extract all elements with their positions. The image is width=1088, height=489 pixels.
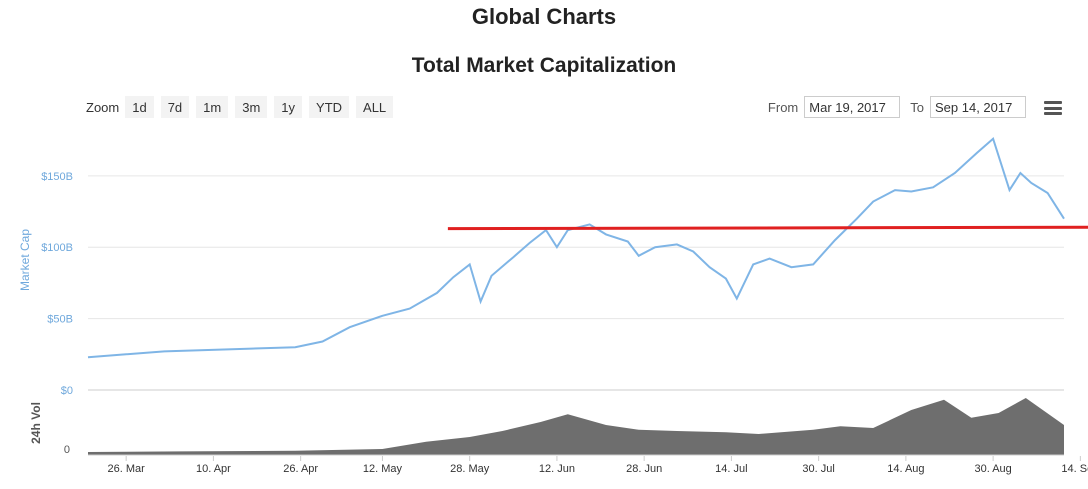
hamburger-menu-icon[interactable] xyxy=(1044,101,1062,115)
range-all-button[interactable]: ALL xyxy=(356,96,394,118)
to-label: To xyxy=(910,99,924,115)
range-7d-button[interactable]: 7d xyxy=(160,96,190,118)
x-tick-label: 10. Apr xyxy=(196,463,231,475)
to-date-input[interactable] xyxy=(930,96,1026,118)
x-tick-label: 26. Mar xyxy=(108,463,146,475)
x-tick-label: 30. Aug xyxy=(974,463,1011,475)
range-1m-button[interactable]: 1m xyxy=(196,96,229,118)
x-tick-label: 28. May xyxy=(450,463,490,475)
range-3m-button[interactable]: 3m xyxy=(235,96,268,118)
volume-area xyxy=(88,398,1064,456)
zoom-toolbar: Zoom 1d 7d 1m 3m 1y YTD ALL xyxy=(86,96,400,118)
date-range-selector: From To xyxy=(768,96,1026,118)
x-tick-label: 12. May xyxy=(363,463,403,475)
y-tick-label: $50B xyxy=(47,314,73,326)
zoom-label: Zoom xyxy=(86,99,120,115)
x-tick-label: 30. Jul xyxy=(802,463,834,475)
annotation-layer xyxy=(447,225,1088,231)
chart-title: Total Market Capitalization xyxy=(411,54,677,77)
grid-lines xyxy=(88,175,1064,391)
range-1y-button[interactable]: 1y xyxy=(274,96,303,118)
y-tick-label: $0 xyxy=(61,385,73,397)
x-tick-label: 26. Apr xyxy=(283,463,318,475)
red-annotation-line xyxy=(447,225,1088,231)
y-tick-label: $100B xyxy=(41,242,73,254)
x-axis-ticks: 26. Mar 10. Apr 26. Apr 12. May 28. May 12. J… xyxy=(108,456,1088,475)
y-axis-ticks: $0 $50B $100B $150B xyxy=(41,171,73,397)
page-title: Global Charts xyxy=(471,4,617,29)
x-tick-label: 28. Jun xyxy=(626,463,662,475)
x-tick-label: 14. Sep xyxy=(1061,463,1088,475)
market-cap-series xyxy=(87,136,1065,359)
volume-zero-tick: 0 xyxy=(64,444,70,456)
from-label: From xyxy=(767,99,799,115)
x-tick-label: 12. Jun xyxy=(539,463,575,475)
y-axis-title: Market Cap xyxy=(18,229,32,291)
y-tick-label: $150B xyxy=(41,171,73,183)
market-cap-line xyxy=(87,136,1065,359)
volume-axis-title: 24h Vol xyxy=(29,402,43,444)
x-tick-label: 14. Aug xyxy=(887,463,924,475)
x-tick-label: 14. Jul xyxy=(715,463,747,475)
range-ytd-button[interactable]: YTD xyxy=(309,96,350,118)
from-date-input[interactable] xyxy=(804,96,901,118)
volume-area-path xyxy=(88,398,1064,455)
range-1d-button[interactable]: 1d xyxy=(125,96,154,118)
